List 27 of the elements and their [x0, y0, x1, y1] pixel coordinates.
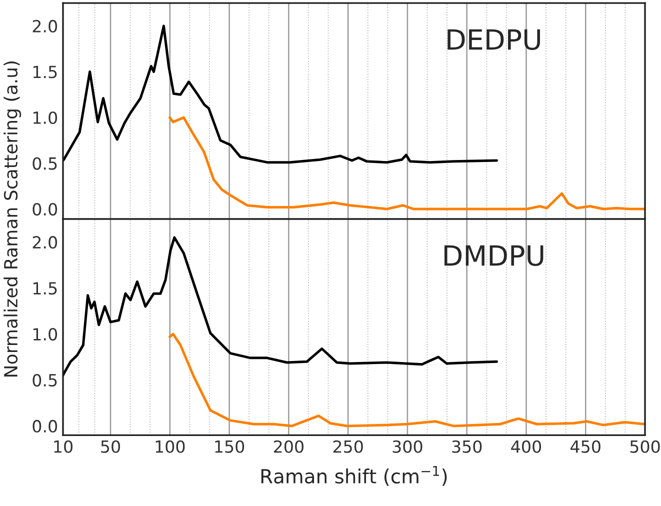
y-tick-label: 0.0 — [32, 420, 58, 433]
annotation: DMDPU — [444, 245, 544, 266]
x-tick-label: 350 — [452, 440, 482, 453]
y-tick-label: 1.5 — [33, 66, 57, 78]
line-series — [168, 332, 646, 428]
annotation: DEDPU — [448, 29, 540, 50]
y-tick-label: 1.0 — [33, 111, 58, 124]
x-tick-label: 400 — [511, 440, 542, 453]
y-tick-label: 2.0 — [32, 236, 58, 249]
x-tick-label: 200 — [274, 440, 304, 453]
y-tick-label: 2.0 — [32, 20, 58, 32]
x-tick-label: 150 — [215, 440, 244, 453]
x-axis-title: Raman shift (cm$^{−1}$) — [261, 466, 447, 486]
y-tick-label: 0.5 — [32, 374, 57, 387]
y-tick-label: 1.0 — [33, 328, 58, 341]
y-axis-title: Normalized Raman Scattering (a.u) — [4, 61, 22, 376]
x-tick-label: 450 — [570, 440, 600, 453]
line-series — [168, 116, 646, 210]
x-tick-label: 100 — [156, 440, 185, 453]
y-tick-label: 0.5 — [32, 157, 57, 170]
x-tick-label: 50 — [101, 440, 120, 453]
y-tick-label: 0.0 — [32, 202, 58, 216]
x-tick-label: 250 — [333, 440, 363, 453]
x-tick-label: 500 — [630, 440, 660, 453]
x-tick-label: 300 — [392, 440, 422, 453]
y-tick-label: 1.5 — [33, 282, 57, 295]
x-tick-label: 10 — [54, 440, 72, 453]
